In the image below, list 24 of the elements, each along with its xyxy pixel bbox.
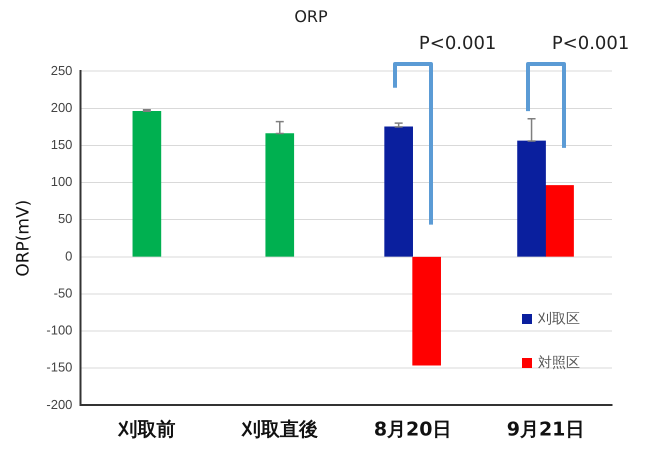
y-tick-label: -50	[54, 285, 72, 300]
x-tick-label: 8月20日	[374, 418, 452, 441]
bar	[545, 185, 574, 257]
x-tick-label: 刈取直後	[240, 418, 318, 441]
text: P<0.001	[552, 33, 630, 54]
bar	[265, 133, 294, 257]
y-tick-label: -200	[46, 396, 72, 412]
bar	[132, 110, 162, 257]
y-tick-label: 0	[65, 248, 72, 264]
legend-label: 刈取区	[538, 310, 580, 328]
y-tick-label: 250	[50, 62, 72, 78]
x-tick-label: 刈取前	[117, 418, 176, 441]
y-tick-label: -150	[46, 360, 72, 375]
x-tick-label: 9月21日	[506, 418, 584, 441]
legend-label: 対照区	[538, 354, 580, 372]
y-tick-label: 50	[58, 211, 72, 226]
y-tick-label: 150	[50, 137, 72, 152]
y-axis-title: ORP(mV)	[14, 200, 34, 277]
chart-title: ORP	[294, 6, 328, 26]
y-tick-label: 200	[50, 100, 72, 115]
bar	[412, 256, 441, 366]
text: P<0.001	[418, 33, 496, 54]
y-tick-label: -100	[46, 322, 72, 338]
y-tick-label: 100	[50, 174, 72, 190]
